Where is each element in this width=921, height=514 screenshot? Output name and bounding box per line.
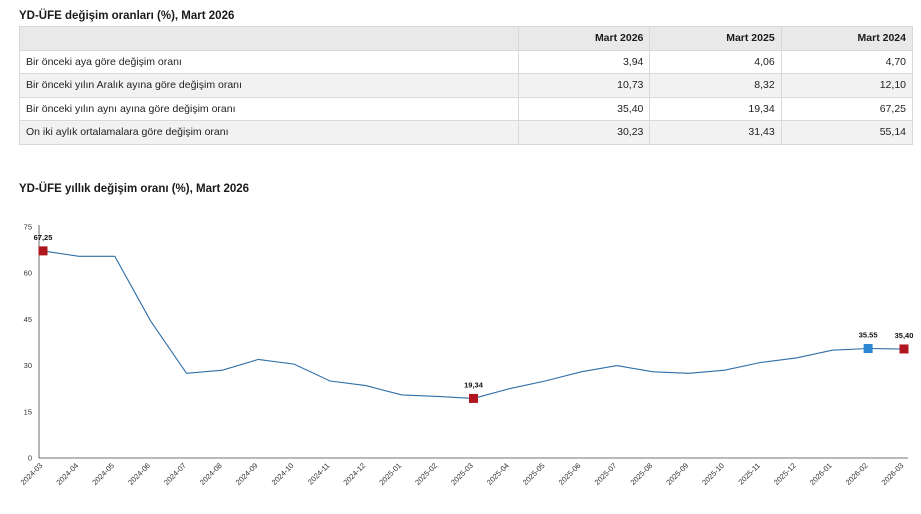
- row-value: 19,34: [649, 96, 782, 121]
- header-cell-mart-2024: Mart 2024: [780, 26, 914, 51]
- x-tick-label: 2026-01: [808, 461, 834, 487]
- row-label: Bir önceki yılın Aralık ayına göre değiş…: [18, 73, 520, 98]
- highlight-marker: [863, 344, 873, 354]
- data-label: 19,34: [464, 380, 484, 389]
- x-tick-label: 2024-07: [162, 461, 188, 487]
- row-value: 3,94: [518, 49, 651, 74]
- y-tick-label: 45: [24, 315, 32, 324]
- x-tick-label: 2025-11: [736, 461, 761, 486]
- row-value: 4,70: [780, 49, 914, 74]
- x-tick-label: 2026-02: [844, 461, 870, 487]
- highlight-marker: [469, 393, 478, 403]
- row-value: 30,23: [518, 120, 651, 145]
- row-value: 67,25: [780, 96, 914, 121]
- row-value: 10,73: [518, 73, 651, 98]
- header-cell-mart-2025: Mart 2025: [649, 26, 782, 51]
- table-title: YD-ÜFE değişim oranları (%), Mart 2026: [19, 10, 235, 22]
- x-tick-label: 2026-03: [880, 461, 906, 487]
- row-value: 4,06: [649, 49, 782, 74]
- row-value: 55,14: [780, 120, 914, 145]
- x-tick-label: 2025-12: [772, 461, 798, 487]
- x-tick-label: 2025-05: [521, 461, 547, 487]
- row-label: Bir önceki yılın aynı ayına göre değişim…: [18, 96, 520, 121]
- x-tick-label: 2024-03: [19, 461, 45, 487]
- change-rates-table: Mart 2026 Mart 2025 Mart 2024 Bir önceki…: [18, 26, 914, 145]
- x-tick-label: 2024-12: [341, 461, 367, 487]
- x-tick-label: 2025-03: [449, 461, 475, 487]
- y-tick-label: 75: [24, 223, 32, 232]
- highlight-marker: [38, 246, 48, 256]
- table-row: On iki aylık ortalamalara göre değişim o…: [18, 120, 914, 145]
- row-value: 12,10: [780, 73, 914, 98]
- header-cell-mart-2026: Mart 2026: [518, 26, 651, 51]
- x-tick-label: 2024-08: [198, 461, 224, 487]
- row-value: 31,43: [649, 120, 782, 145]
- data-label: 35.55: [859, 331, 878, 340]
- highlight-marker: [899, 344, 909, 354]
- x-tick-label: 2024-09: [234, 461, 260, 487]
- header-cell-label: [18, 26, 520, 51]
- annual-change-line-chart: 0 15 30 45 60 75 2024-03 2024-04 2024-05 2024-06 2…: [19, 223, 914, 487]
- chart-title: YD-ÜFE yıllık değişim oranı (%), Mart 20…: [19, 183, 250, 195]
- x-tick-label: 2024-05: [90, 461, 116, 487]
- x-tick-label: 2025-07: [593, 461, 619, 487]
- x-tick-label: 2024-06: [126, 461, 152, 487]
- row-label: On iki aylık ortalamalara göre değişim o…: [18, 120, 520, 145]
- row-value: 8,32: [649, 73, 782, 98]
- row-label: Bir önceki aya göre değişim oranı: [18, 49, 520, 74]
- data-label: 67,25: [34, 233, 53, 242]
- data-label: 35,40: [895, 331, 914, 340]
- x-tick-label: 2025-09: [664, 461, 690, 487]
- x-tick-label: 2024-11: [306, 461, 331, 486]
- y-tick-label: 15: [24, 407, 32, 416]
- x-tick-label: 2025-10: [700, 461, 726, 487]
- table-header-row: Mart 2026 Mart 2025 Mart 2024: [18, 26, 914, 51]
- x-tick-label: 2025-02: [413, 461, 439, 487]
- row-value: 35,40: [518, 96, 651, 121]
- x-tick-label: 2025-08: [628, 461, 654, 487]
- table-row: Bir önceki yılın aynı ayına göre değişim…: [18, 96, 914, 121]
- table-row: Bir önceki aya göre değişim oranı 3,94 4…: [18, 49, 914, 74]
- y-tick-label: 0: [28, 454, 32, 463]
- x-tick-label: 2025-01: [377, 461, 403, 487]
- x-tick-label: 2025-04: [485, 461, 511, 487]
- y-tick-label: 60: [24, 269, 32, 278]
- x-tick-label: 2024-04: [54, 461, 80, 487]
- table-row: Bir önceki yılın Aralık ayına göre değiş…: [18, 73, 914, 98]
- y-tick-label: 30: [24, 361, 32, 370]
- x-tick-label: 2024-10: [270, 461, 296, 487]
- series-line: [42, 250, 905, 399]
- x-tick-label: 2025-06: [557, 461, 583, 487]
